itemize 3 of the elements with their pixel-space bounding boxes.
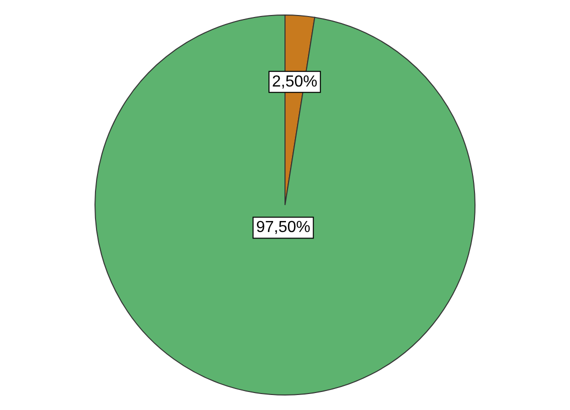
data-label: 2,50% bbox=[272, 73, 318, 90]
pie-slice bbox=[94, 14, 476, 396]
data-label: 97,50% bbox=[256, 219, 310, 236]
